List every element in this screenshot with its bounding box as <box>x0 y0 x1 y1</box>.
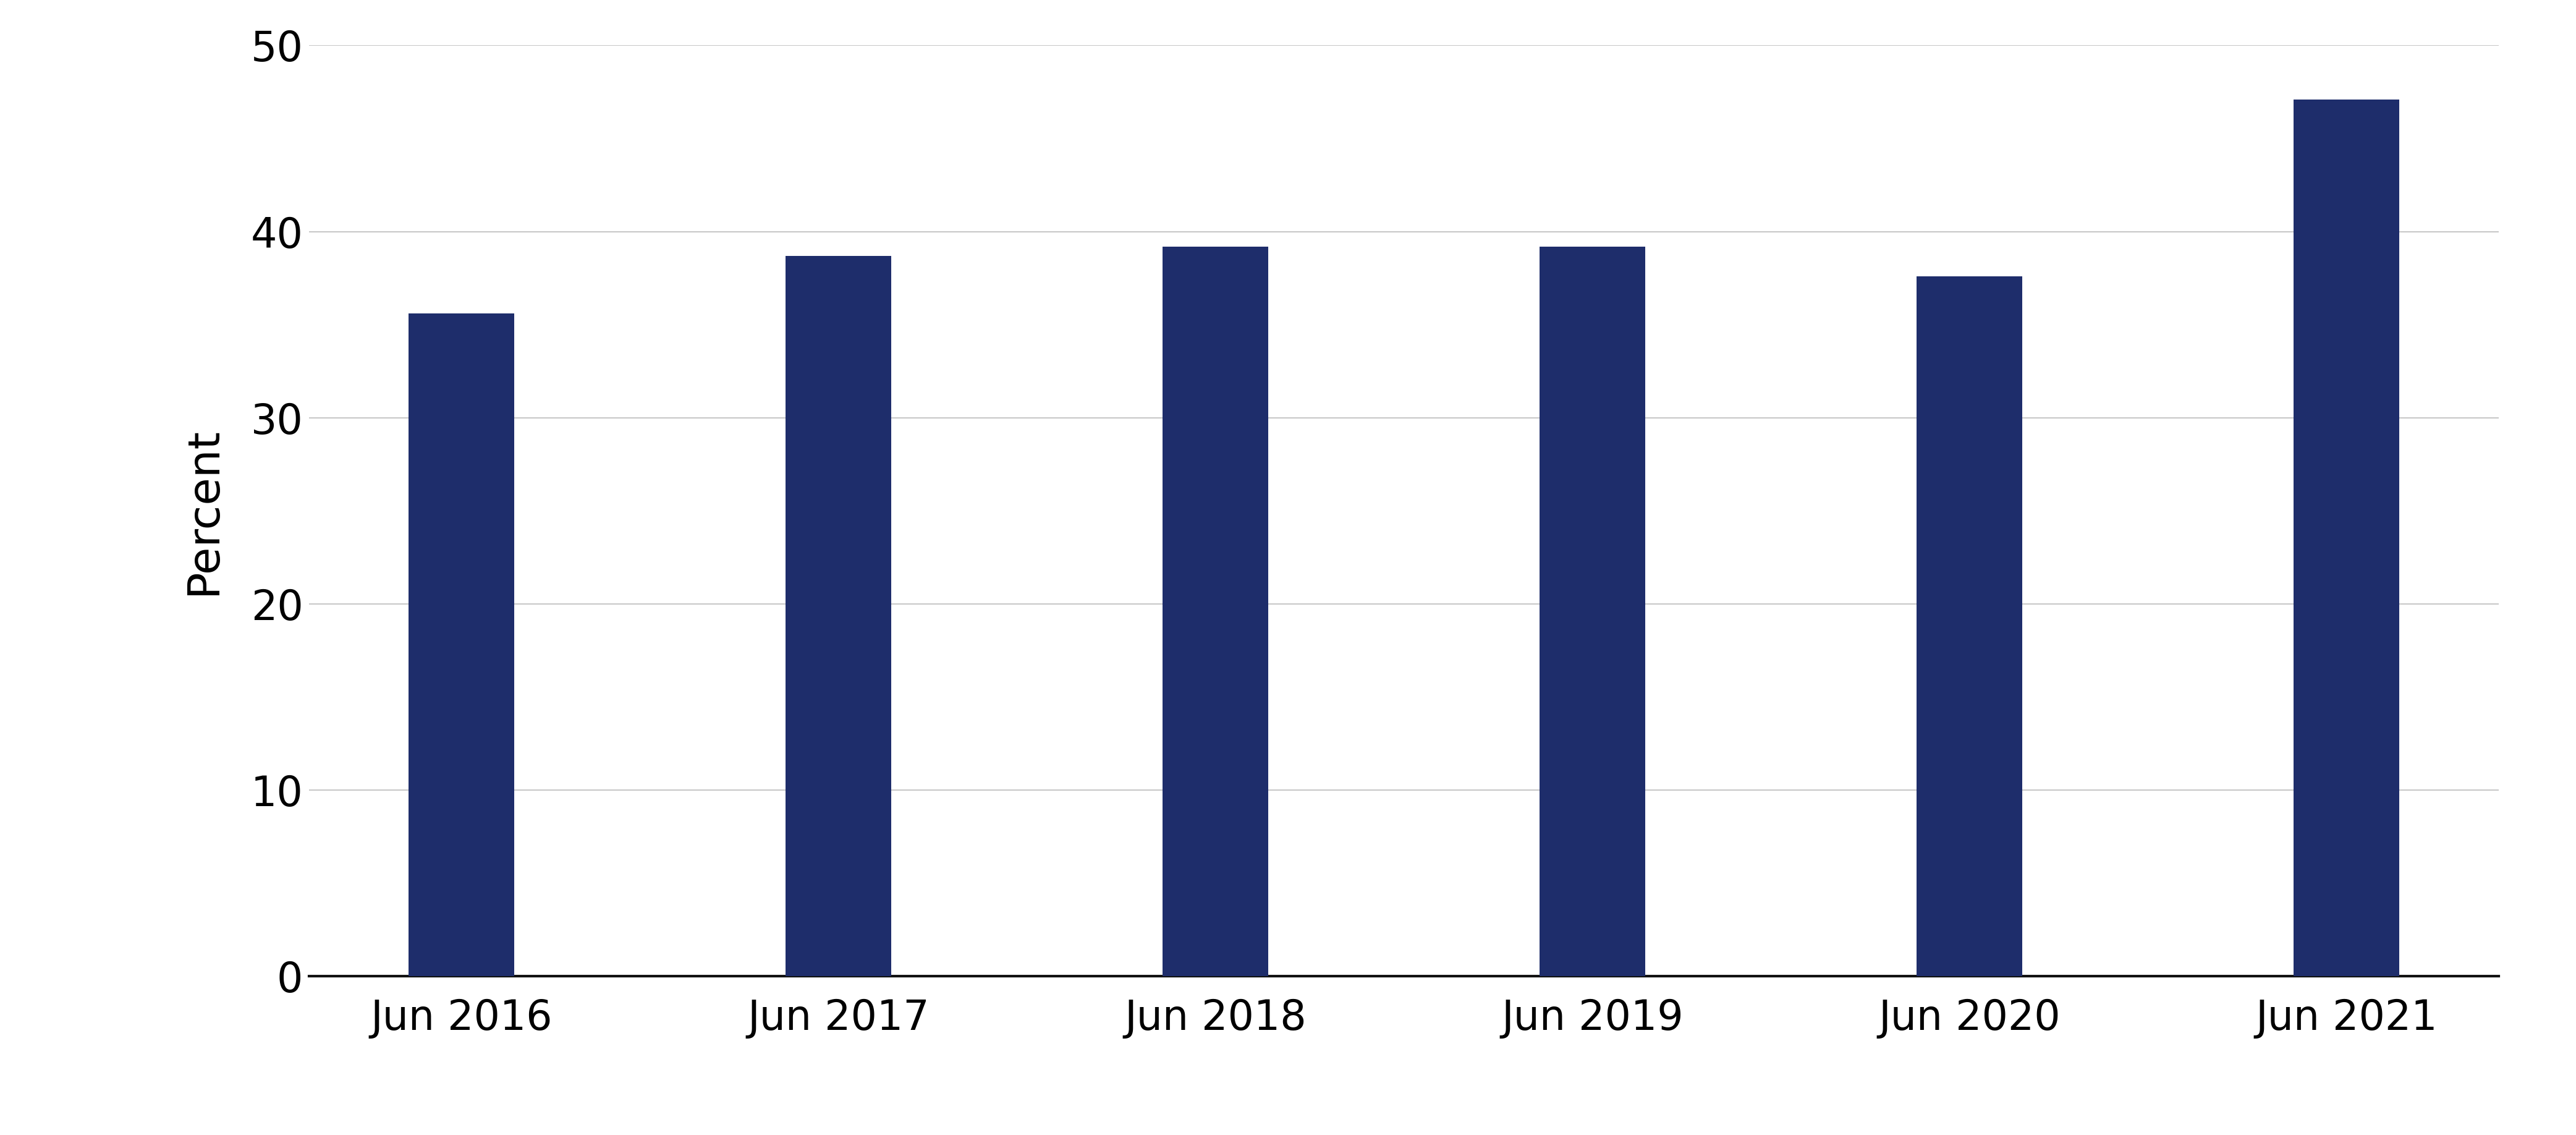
Bar <box>2293 100 2398 976</box>
Bar <box>410 313 515 976</box>
Bar <box>1917 276 2022 976</box>
Bar <box>1540 246 1646 976</box>
Y-axis label: Percent: Percent <box>183 427 224 595</box>
Bar <box>786 255 891 976</box>
Bar <box>1162 246 1267 976</box>
